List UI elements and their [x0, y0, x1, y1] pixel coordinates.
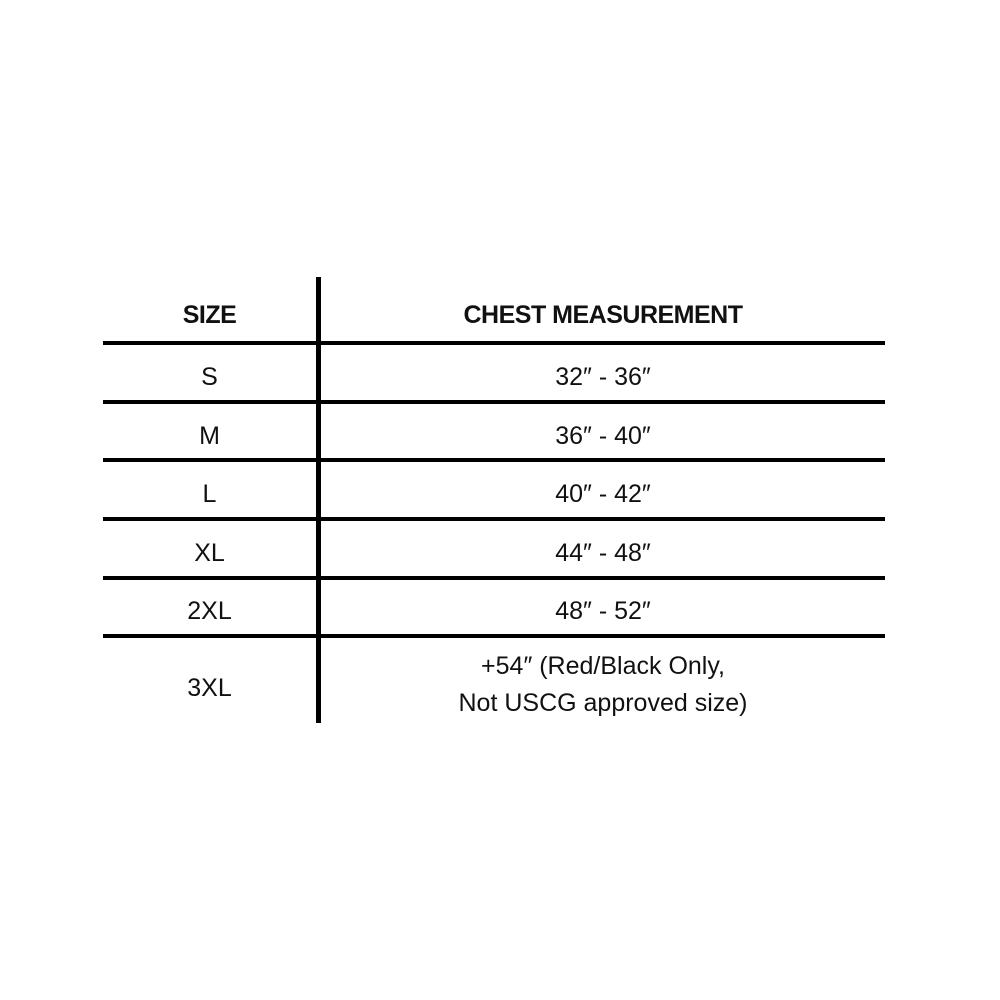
size-cell: 2XL [187, 597, 232, 625]
row-divider [103, 576, 885, 580]
chest-cell: 32″ - 36″ [555, 363, 651, 391]
size-cell: XL [194, 539, 225, 567]
row-divider [103, 517, 885, 521]
row-divider [103, 341, 885, 345]
column-divider [316, 277, 321, 723]
row-divider [103, 400, 885, 404]
chest-cell: 36″ - 40″ [555, 422, 651, 450]
chest-cell-note: Not USCG approved size) [458, 689, 748, 717]
row-divider [103, 634, 885, 638]
header-size: SIZE [182, 301, 237, 329]
size-cell: L [202, 480, 217, 508]
size-cell: S [201, 363, 218, 391]
size-cell: M [199, 422, 220, 450]
chest-cell: +54″ (Red/Black Only, [481, 652, 725, 680]
row-divider [103, 458, 885, 462]
header-chest-measurement: CHEST MEASUREMENT [463, 301, 743, 329]
chest-cell: 44″ - 48″ [555, 539, 651, 567]
chest-cell: 40″ - 42″ [555, 480, 651, 508]
chest-cell: 48″ - 52″ [555, 597, 651, 625]
size-cell: 3XL [187, 674, 232, 702]
